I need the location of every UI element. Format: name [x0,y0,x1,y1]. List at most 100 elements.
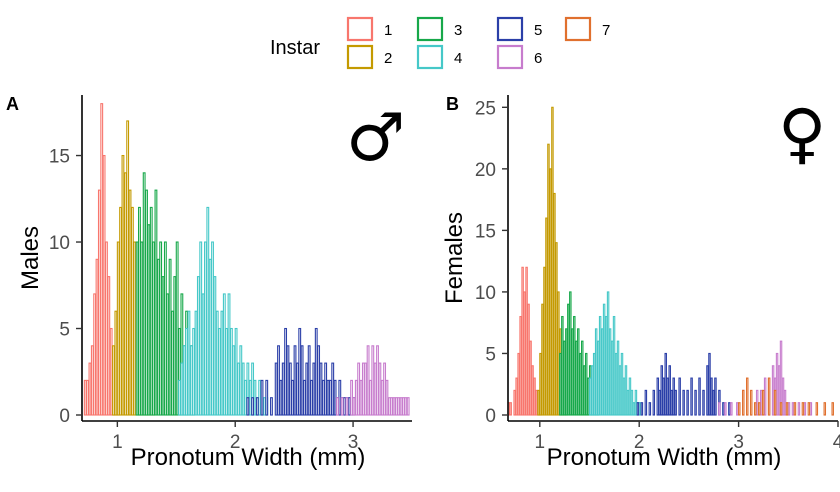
bar-instar-1 [513,389,516,416]
bar-instar-4 [596,340,600,416]
y-tick-label: 25 [475,98,496,119]
bar-instar-1 [88,362,92,416]
bar-instar-3 [138,206,141,416]
bar-instar-5 [668,365,671,416]
bar-instar-4 [206,206,210,416]
bar-instar-4 [225,327,229,416]
bar-instar-6 [385,379,389,416]
bar-instar-3 [573,315,576,416]
bar-instar-4 [201,293,205,416]
bar-instar-1 [515,377,518,416]
bar-instar-3 [147,224,151,416]
bar-instar-4 [229,327,233,416]
bar-instar-1 [95,258,99,416]
bar-instar-2 [126,120,130,416]
bar-instar-6 [730,402,733,416]
bar-instar-3 [156,258,160,416]
y-tick-label: 5 [59,320,70,341]
bar-instar-3 [159,241,163,416]
bar-instar-1 [533,377,536,416]
bar-instar-5 [281,362,285,416]
bar-instar-4 [258,379,262,416]
bar-instar-6 [357,362,361,416]
bar-instar-5 [312,362,316,416]
bar-instar-3 [173,276,177,416]
bar-instar-2 [537,389,540,416]
bar-instar-5 [678,377,681,416]
bar-instar-5 [284,327,288,416]
bar-instar-5 [295,362,299,416]
bar-instar-7 [749,389,753,416]
bar-instar-3 [584,352,588,416]
bar-instar-5 [662,377,665,416]
bar-instar-3 [582,365,586,416]
bar-instar-4 [592,352,596,416]
bar-instar-4 [616,340,620,416]
bar-instar-6 [724,402,727,416]
bar-instar-5 [670,389,673,416]
bar-instar-4 [189,345,193,416]
bar-instar-3 [579,352,582,416]
bar-instar-2 [547,143,550,416]
bar-instar-6 [402,397,405,416]
bar-instar-4 [608,328,612,416]
bar-instar-5 [310,379,313,416]
bar-instar-5 [702,389,705,416]
bar-instar-5 [326,379,330,416]
bar-instar-5 [270,397,273,416]
bar-instar-5 [652,389,656,416]
bar-instar-2 [116,241,120,416]
bar-instar-4 [614,352,618,416]
legend-label-7: 7 [602,22,610,39]
panel-b: B ♀ 1 2 3 4 0 5 10 15 20 25 Pronotum Width (mm) F… [441,94,840,471]
bar-instar-6 [373,362,377,416]
bar-instar-1 [107,276,111,416]
bar-instar-4 [213,276,217,416]
bar-instar-1 [83,379,87,416]
bar-instar-6 [378,362,382,416]
bar-instar-4 [604,315,608,416]
bar-instar-6 [718,402,721,416]
bar-instar-6 [775,352,779,416]
bar-instar-7 [779,402,783,416]
bar-instar-4 [253,379,257,416]
bar-instar-6 [759,389,763,416]
bar-instar-2 [541,303,544,416]
bar-instar-5 [331,362,335,416]
legend-label-1: 1 [384,22,392,39]
bar-instar-1 [102,154,106,416]
panel-b-x-title: Pronotum Width (mm) [547,444,782,471]
bar-instar-6 [809,402,813,416]
bar-instar-3 [563,340,566,416]
panel-a-x-title: Pronotum Width (mm) [131,444,366,471]
bar-instar-6 [392,397,396,416]
bar-instar-4 [600,328,604,416]
bar-instar-4 [232,345,236,416]
y-tick-label: 5 [485,344,496,365]
y-tick-label: 20 [475,160,496,181]
legend-label-3: 3 [454,22,462,39]
bar-instar-6 [390,397,394,416]
bar-instar-5 [274,362,278,416]
bar-instar-4 [612,315,616,416]
panel-a-y-title: Males [17,226,44,290]
bar-instar-5 [636,402,640,416]
bar-instar-1 [517,352,520,416]
legend-swatch-3 [416,16,444,42]
bar-instar-7 [767,377,771,416]
bar-instar-7 [815,402,819,416]
legend-swatch-1 [346,16,374,42]
bar-instar-3 [166,293,170,416]
bar-instar-3 [142,172,146,416]
bar-instar-5 [343,397,346,416]
bar-instar-1 [519,315,522,416]
bar-instar-6 [797,402,801,416]
bar-instar-5 [338,379,342,416]
bar-instar-4 [622,377,626,416]
bar-instar-1 [93,293,97,416]
bar-instar-6 [364,362,368,416]
bar-instar-1 [100,103,104,416]
bar-instar-5 [300,345,304,416]
bar-instar-6 [383,362,387,416]
bar-instar-7 [807,402,811,416]
